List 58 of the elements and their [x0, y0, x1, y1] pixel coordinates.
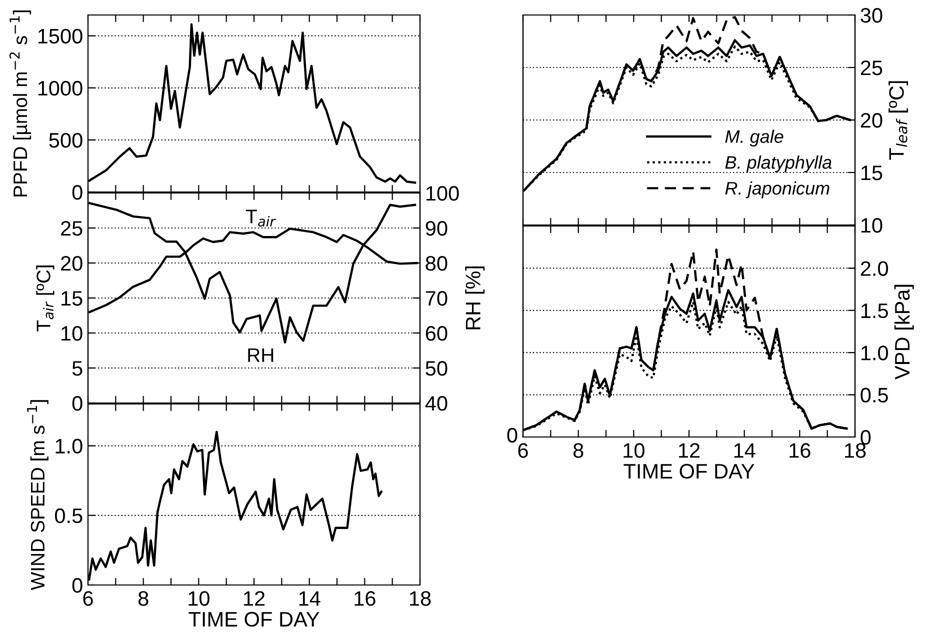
y-tick-label: 0.5: [54, 508, 82, 524]
x-tick-label: 18: [845, 443, 866, 458]
legend-label: B. platyphylla: [725, 156, 832, 172]
y2-tick-label: 15: [861, 166, 882, 180]
y-axis-title: T$_{air}$ [ºC]: [36, 266, 54, 332]
y-tick-label: 5: [72, 361, 82, 376]
y-tick-label: 1000: [38, 80, 82, 96]
x-tick-label: 16: [354, 591, 376, 606]
legend-label: M. gale: [725, 130, 784, 147]
y2-tick-label: 50: [426, 361, 448, 376]
y2-tick-label: 70: [426, 291, 448, 306]
x-tick-label: 14: [734, 443, 756, 458]
y2-axis-title: VPD [kPa]: [894, 284, 914, 380]
y2-tick-label: 90: [426, 221, 448, 236]
y2-tick-label: 60: [426, 326, 448, 341]
y2-tick-label: 80: [426, 256, 448, 271]
y2-tick-label: 30: [860, 8, 882, 23]
text: 0: [507, 428, 518, 443]
x-tick-label: 6: [83, 591, 93, 606]
y2-tick-label: 20: [860, 113, 882, 128]
x-tick-label: 18: [410, 591, 431, 606]
y2-axis-title: T$_{leaf}$ [ºC]: [888, 81, 908, 160]
y-tick-label: 15: [62, 291, 82, 306]
y2-tick-label: 0: [860, 430, 871, 445]
y-tick-label: 500: [49, 132, 82, 148]
y-tick-label: 0: [72, 185, 82, 200]
x-axis-title: TIME OF DAY: [188, 612, 320, 627]
y2-tick-label: 40: [425, 396, 448, 411]
x-tick-label: 6: [518, 443, 528, 458]
y2-tick-label: 1.0: [861, 346, 888, 360]
x-tick-label: 14: [299, 591, 320, 606]
y-tick-label: 25: [61, 221, 82, 236]
x-axis-title: TIME OF DAY: [624, 464, 754, 479]
x-tick-label: 8: [138, 591, 148, 606]
y2-tick-label: 1.5: [861, 304, 888, 318]
y-tick-label: 20: [61, 256, 82, 271]
x-tick-label: 12: [679, 443, 700, 458]
y2-tick-label: 10: [861, 218, 882, 233]
y-tick-label: 10: [62, 326, 82, 341]
x-tick-label: 16: [790, 443, 810, 458]
legend-label: R. japonicum: [725, 181, 830, 198]
y-tick-label: 1.0: [56, 438, 82, 454]
x-tick-label: 10: [188, 591, 210, 606]
x-tick-label: 8: [573, 443, 584, 458]
x-tick-label: 12: [244, 591, 265, 606]
y-tick-label: 0: [72, 578, 82, 593]
y2-tick-label: 25: [860, 60, 882, 76]
x-tick-label: 10: [624, 443, 644, 458]
annotation: T$_{air}$: [246, 210, 276, 227]
y2-tick-label: 100: [426, 186, 459, 201]
y-tick-label: 0: [72, 396, 82, 411]
y2-axis-title: RH [%]: [465, 266, 485, 330]
y2-tick-label: 2.0: [860, 261, 888, 276]
annotation: RH: [248, 348, 274, 362]
y-tick-label: 1500: [38, 28, 82, 44]
y-axis-title: WIND SPEED [m s$^{−1}$]: [27, 400, 48, 590]
y-axis-title: PPFD [µmol m$^{−2}$ s$^{−1}$]: [9, 10, 32, 196]
y2-tick-label: 0.5: [860, 388, 888, 403]
